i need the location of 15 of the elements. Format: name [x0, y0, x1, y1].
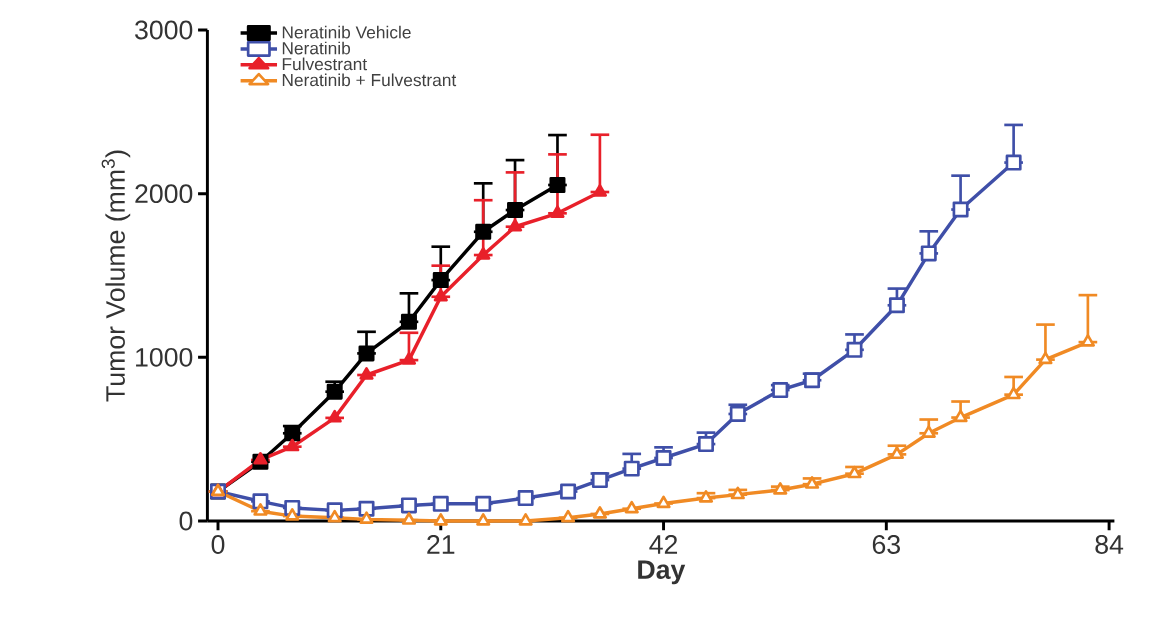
legend-label: Fulvestrant	[282, 57, 368, 71]
y-tick-label: 3000	[135, 20, 193, 40]
y-tick-label: 0	[179, 511, 193, 531]
legend-label: Neratinib Vehicle	[282, 25, 411, 39]
x-tick-label: 63	[872, 535, 900, 554]
x-tick-label: 84	[1095, 535, 1124, 554]
legend-label: Neratinib + Fulvestrant	[282, 73, 457, 87]
y-axis-title: Tumor Volume (mm$^{3}$)	[101, 150, 131, 402]
x-axis-title: Day	[638, 560, 686, 585]
y-tick-label: 2000	[135, 184, 193, 204]
x-tick-label: 0	[211, 535, 225, 554]
x-tick-label: 42	[649, 535, 678, 554]
y-tick-label: 1000	[136, 347, 193, 367]
x-tick-label: 21	[427, 535, 455, 554]
legend-label: Neratinib	[282, 41, 351, 55]
